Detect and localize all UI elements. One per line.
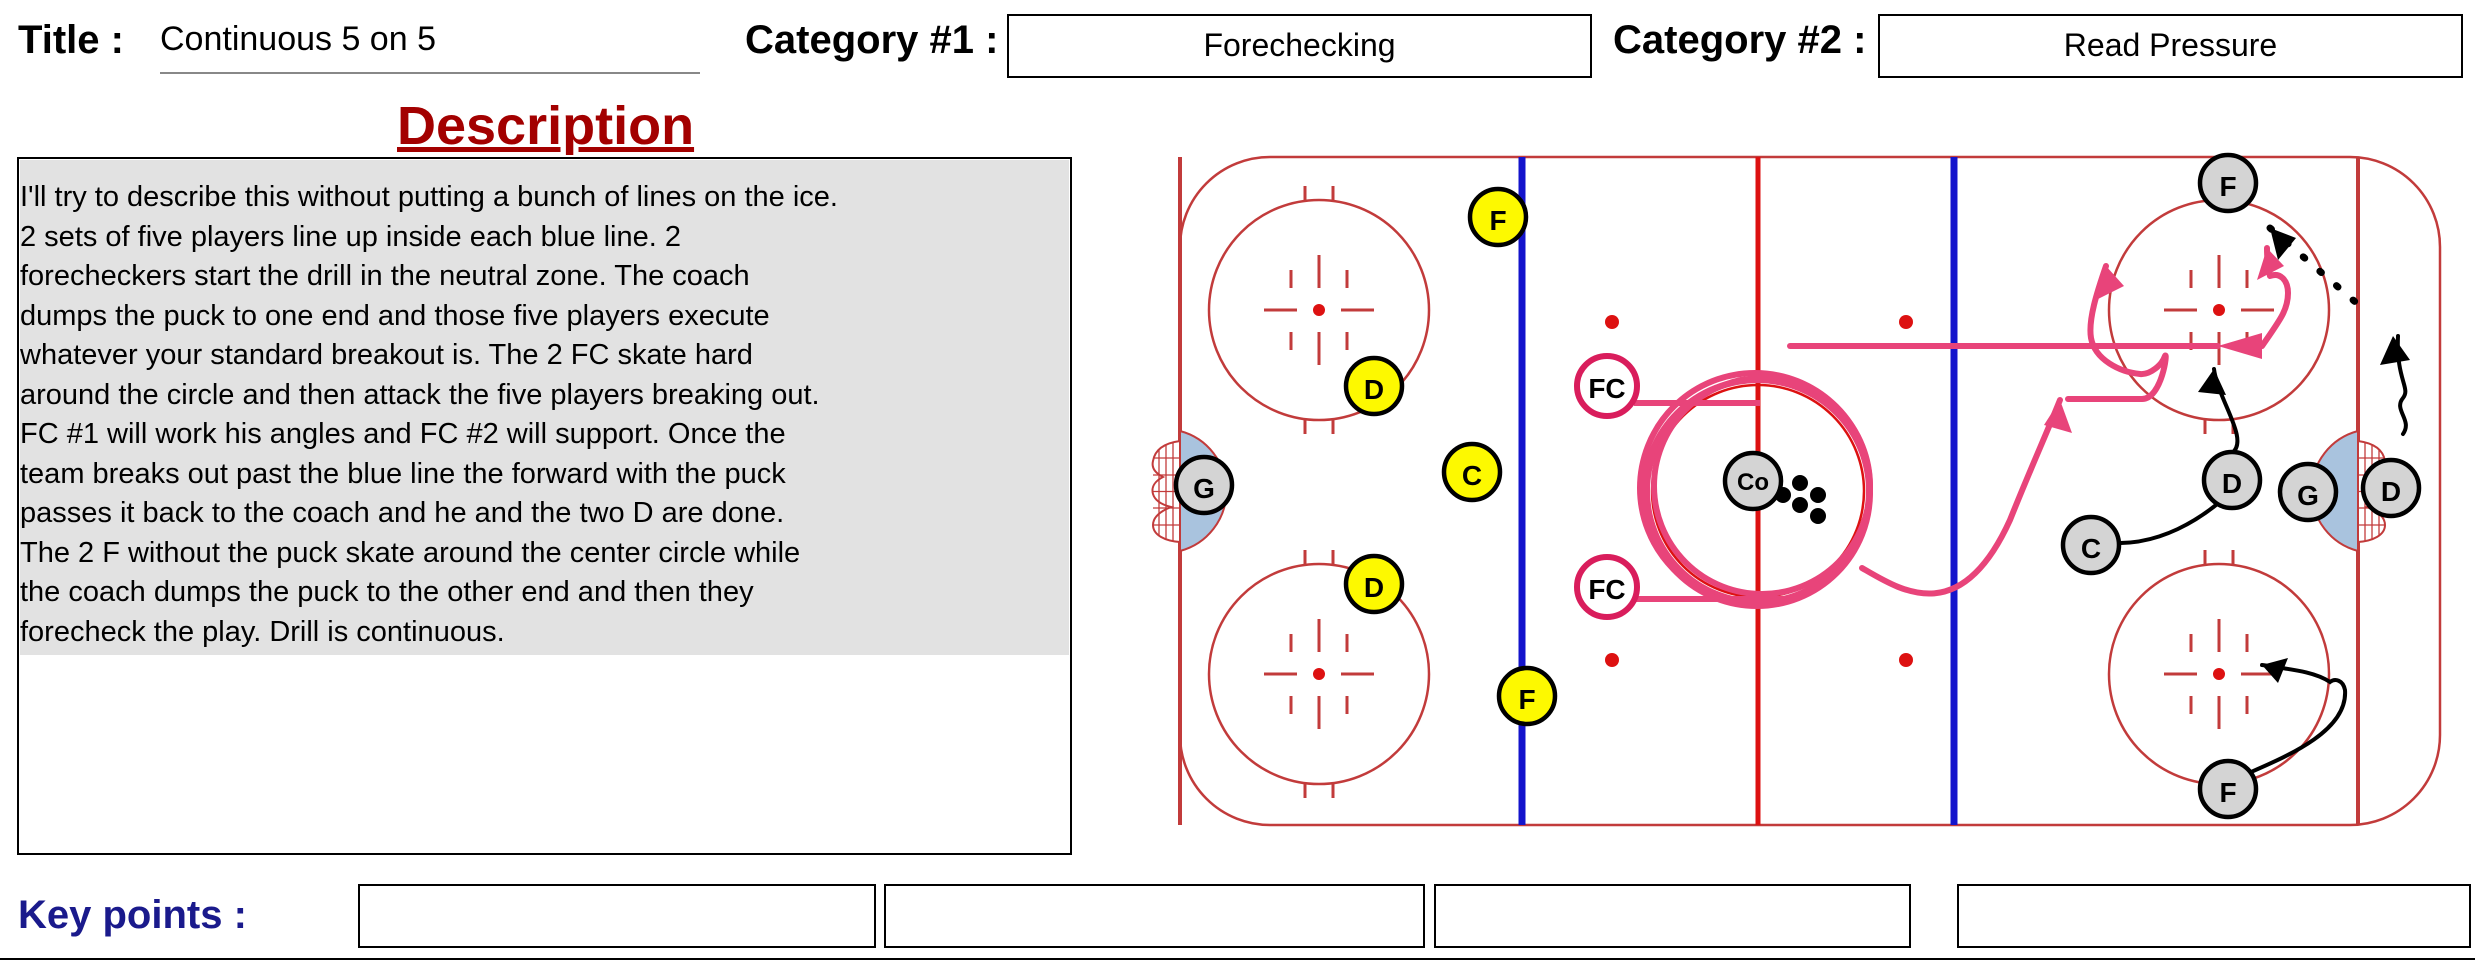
svg-text:D: D bbox=[2381, 476, 2401, 507]
svg-text:F: F bbox=[1518, 684, 1535, 715]
svg-text:C: C bbox=[2081, 533, 2101, 564]
svg-text:FC: FC bbox=[1588, 373, 1625, 404]
svg-text:F: F bbox=[2219, 777, 2236, 808]
svg-text:FC: FC bbox=[1588, 574, 1625, 605]
svg-text:D: D bbox=[1364, 374, 1384, 405]
svg-text:Co: Co bbox=[1737, 469, 1769, 496]
svg-text:D: D bbox=[2222, 468, 2242, 499]
svg-text:G: G bbox=[2297, 480, 2319, 511]
svg-text:D: D bbox=[1364, 572, 1384, 603]
svg-text:C: C bbox=[1462, 460, 1482, 491]
svg-text:F: F bbox=[1489, 205, 1506, 236]
svg-text:F: F bbox=[2219, 171, 2236, 202]
svg-text:G: G bbox=[1193, 473, 1215, 504]
